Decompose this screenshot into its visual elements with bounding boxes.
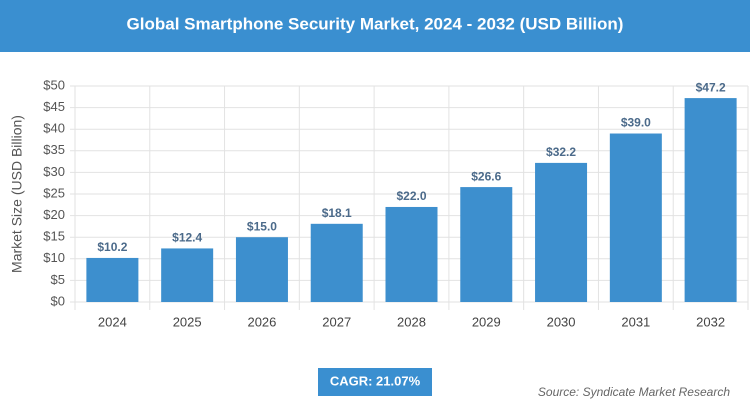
bar <box>161 248 214 302</box>
bar <box>235 237 288 302</box>
value-label: $39.0 <box>621 116 651 130</box>
y-tick-label: $5 <box>51 272 65 287</box>
value-label: $26.6 <box>471 169 501 183</box>
value-label: $10.2 <box>97 240 127 254</box>
y-tick-label: $25 <box>43 185 65 200</box>
y-tick-label: $35 <box>43 142 65 157</box>
y-tick-label: $15 <box>43 229 65 244</box>
x-tick-label: 2025 <box>173 314 202 329</box>
x-tick-label: 2026 <box>247 314 276 329</box>
y-axis-title: Market Size (USD Billion) <box>9 115 25 273</box>
x-tick-label: 2024 <box>98 314 127 329</box>
x-tick-label: 2028 <box>397 314 426 329</box>
value-label: $47.2 <box>696 80 726 94</box>
cagr-box <box>318 368 432 396</box>
value-label: $15.0 <box>247 219 277 233</box>
y-tick-label: $40 <box>43 121 65 136</box>
chart-title: Global Smartphone Security Market, 2024 … <box>127 14 624 33</box>
value-label: $22.0 <box>396 189 426 203</box>
bar <box>609 133 662 302</box>
x-tick-label: 2029 <box>472 314 501 329</box>
bar <box>535 162 588 302</box>
y-tick-label: $50 <box>43 77 65 92</box>
y-tick-label: $30 <box>43 164 65 179</box>
bar <box>385 206 438 302</box>
x-tick-label: 2030 <box>547 314 576 329</box>
title-banner <box>0 0 750 52</box>
value-label: $32.2 <box>546 145 576 159</box>
y-tick-label: $0 <box>51 293 65 308</box>
x-tick-label: 2031 <box>621 314 650 329</box>
source-note: Source: Syndicate Market Research <box>538 385 730 399</box>
x-tick-label: 2027 <box>322 314 351 329</box>
y-tick-label: $10 <box>43 250 65 265</box>
value-label: $12.4 <box>172 231 202 245</box>
bar <box>460 187 513 302</box>
bar <box>86 257 139 302</box>
y-tick-label: $45 <box>43 99 65 114</box>
y-tick-label: $20 <box>43 207 65 222</box>
x-tick-label: 2032 <box>696 314 725 329</box>
bar <box>684 98 737 302</box>
value-label: $18.1 <box>322 206 352 220</box>
bar <box>310 223 363 302</box>
cagr-label: CAGR: 21.07% <box>330 373 421 388</box>
